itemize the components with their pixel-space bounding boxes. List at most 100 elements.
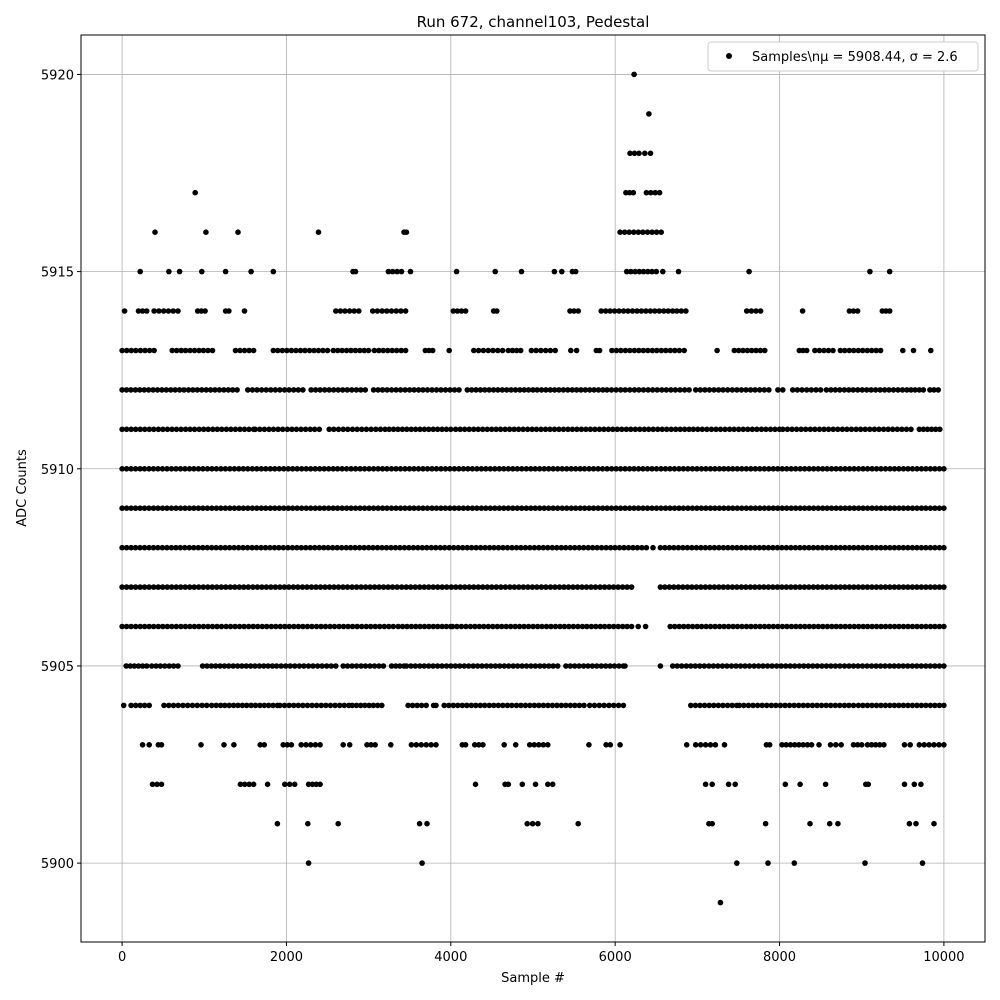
sample-point [485, 347, 492, 354]
sample-point [433, 742, 439, 748]
sample-point [509, 544, 515, 551]
sample-point [837, 584, 844, 590]
sample-point [570, 623, 577, 630]
sample-point [703, 466, 709, 472]
sample-point [749, 426, 756, 433]
sample-point [569, 426, 576, 433]
sample-point [812, 426, 818, 433]
sample-point [376, 623, 383, 630]
sample-point [430, 663, 436, 669]
sample-point [559, 505, 565, 512]
sample-point [475, 347, 482, 354]
sample-point [932, 505, 938, 512]
sample-point [501, 663, 508, 669]
sample-point [896, 544, 902, 551]
sample-point [178, 623, 184, 630]
sample-point [575, 308, 581, 314]
sample-point [707, 742, 714, 748]
sample-point [855, 505, 862, 512]
sample-point [221, 387, 227, 393]
sample-point [919, 860, 926, 866]
sample-point [290, 584, 297, 590]
sample-point [434, 663, 441, 669]
sample-point [397, 387, 404, 393]
sample-point [581, 702, 587, 709]
legend: Samples\nμ = 5908.44, σ = 2.6 [707, 41, 979, 72]
sample-point [199, 268, 205, 275]
sample-point [340, 584, 346, 590]
sample-point [282, 623, 288, 630]
sample-point [505, 781, 512, 788]
sample-point [374, 544, 381, 551]
sample-point [349, 387, 355, 393]
sample-point [832, 663, 839, 669]
sample-point [770, 505, 777, 512]
sample-point [656, 189, 663, 196]
sample-point [846, 702, 852, 709]
sample-point [774, 466, 781, 472]
sample-point [210, 426, 216, 433]
sample-point [142, 347, 148, 354]
sample-point [384, 387, 390, 393]
sample-point [443, 584, 450, 590]
sample-point [150, 544, 157, 551]
sample-point [797, 466, 803, 472]
sample-point [618, 347, 624, 354]
sample-point [275, 426, 281, 433]
sample-point [791, 702, 797, 709]
sample-point [923, 505, 929, 512]
sample-point [376, 584, 382, 590]
sample-point [735, 347, 742, 354]
sample-point [261, 663, 267, 669]
sample-point [327, 702, 334, 709]
sample-point [941, 466, 947, 472]
sample-point [237, 347, 243, 354]
sample-point [282, 663, 289, 669]
sample-point [311, 347, 317, 354]
sample-point [775, 623, 781, 630]
sample-point [837, 544, 844, 551]
sample-point [887, 505, 893, 512]
sample-point [276, 505, 283, 512]
sample-point [402, 308, 409, 314]
sample-point [924, 426, 931, 433]
sample-point [497, 426, 504, 433]
sample-point [407, 584, 414, 590]
sample-point [271, 544, 278, 551]
sample-point [695, 426, 701, 433]
sample-point [521, 387, 527, 393]
sample-point [386, 623, 392, 630]
sample-point [257, 426, 263, 433]
sample-point [484, 584, 491, 590]
sample-point [200, 584, 207, 590]
sample-point [520, 584, 527, 590]
sample-point [145, 387, 152, 393]
sample-point [256, 663, 263, 669]
sample-point [159, 387, 165, 393]
sample-point [187, 623, 193, 630]
sample-point [497, 663, 503, 669]
sample-point [693, 544, 700, 551]
sample-point [424, 387, 431, 393]
sample-point [169, 347, 175, 354]
sample-point [766, 742, 773, 748]
sample-point [900, 505, 907, 512]
sample-point [123, 426, 130, 433]
sample-point [241, 584, 247, 590]
sample-point [748, 466, 754, 472]
sample-point [305, 663, 312, 669]
sample-point [209, 623, 216, 630]
sample-point [133, 347, 139, 354]
sample-point [236, 623, 243, 630]
sample-point [815, 544, 821, 551]
sample-point [402, 347, 409, 354]
sample-point [761, 623, 768, 630]
sample-point [801, 505, 808, 512]
sample-point [721, 466, 727, 472]
sample-point [504, 702, 511, 709]
sample-point [119, 505, 125, 512]
sample-point [354, 623, 360, 630]
sample-point [187, 347, 193, 354]
sample-point [398, 347, 405, 354]
sample-point [298, 544, 305, 551]
